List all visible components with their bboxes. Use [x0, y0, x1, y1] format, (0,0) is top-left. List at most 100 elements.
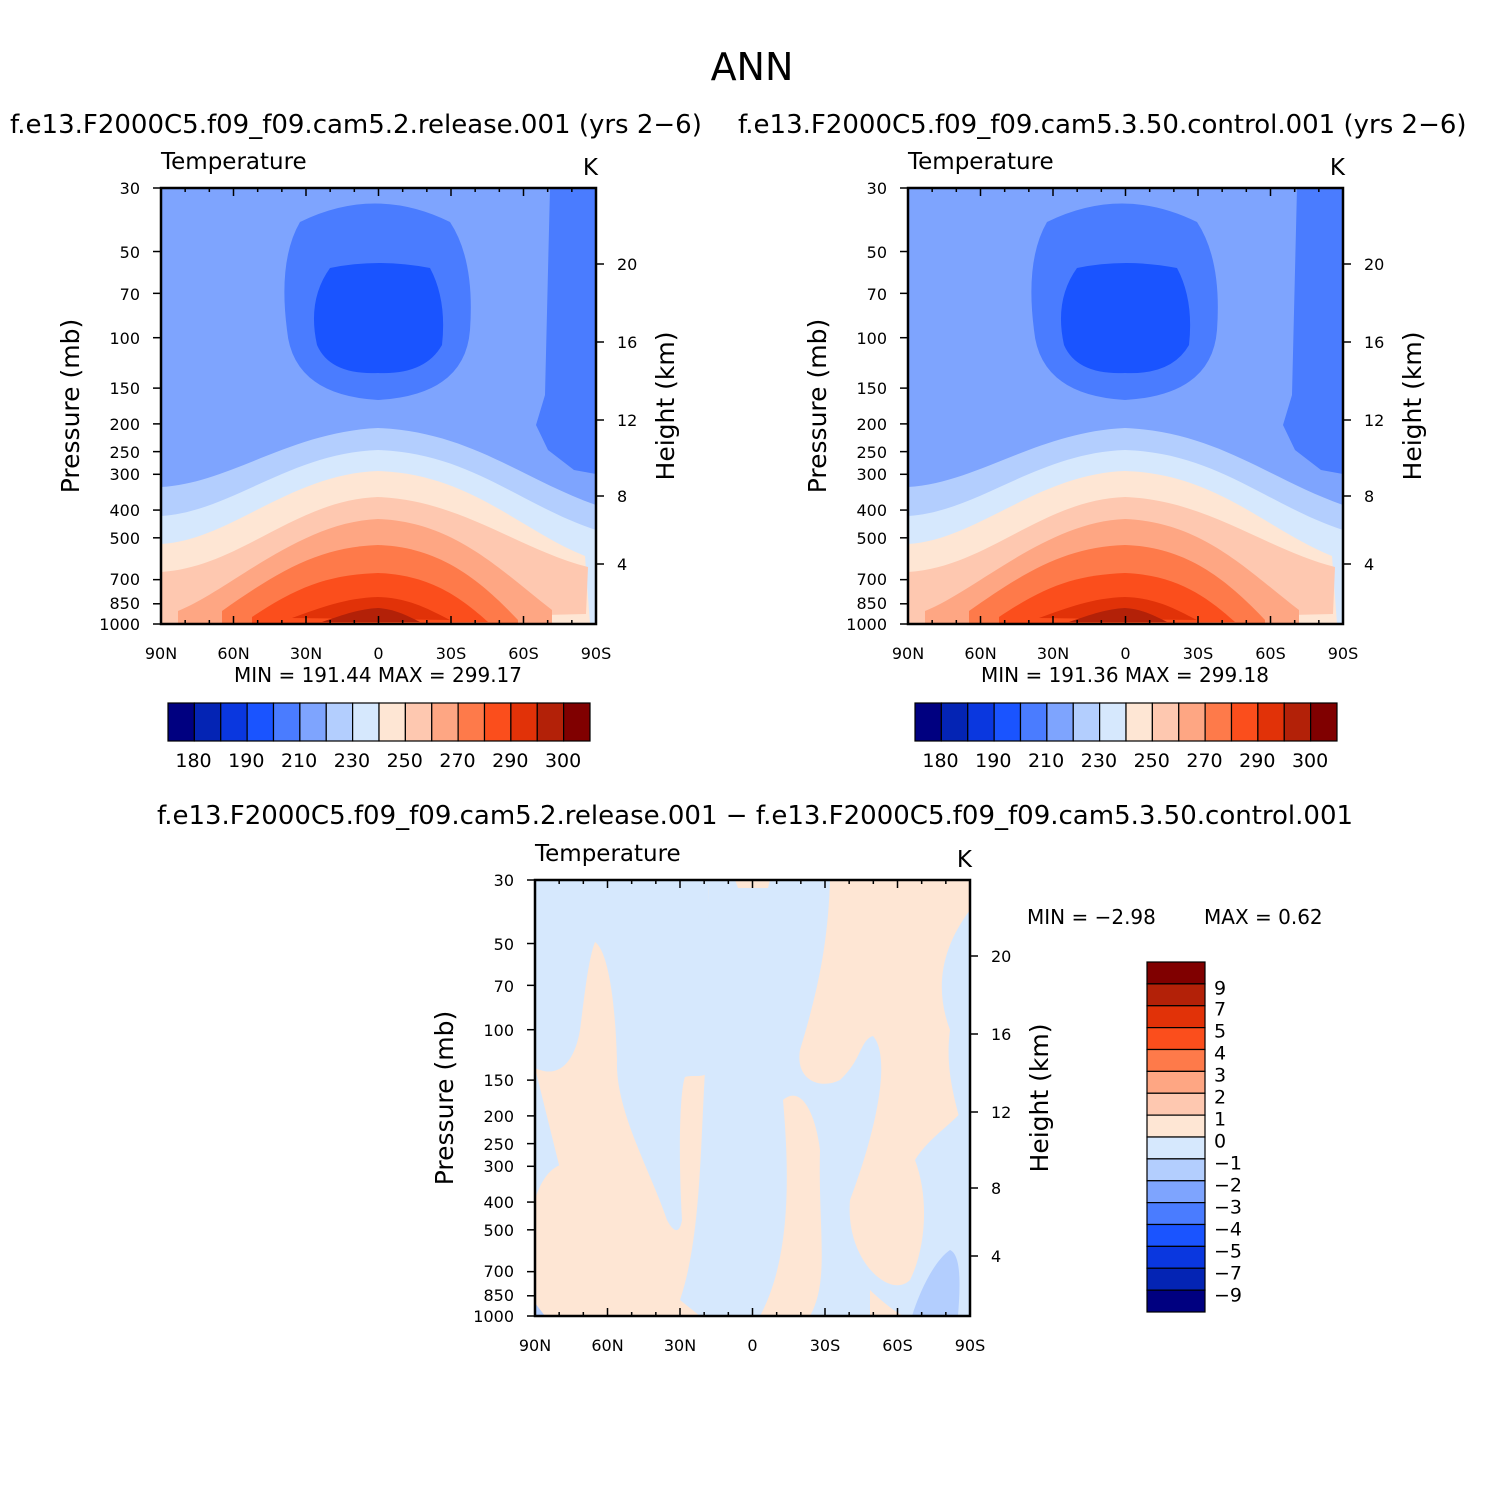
- y-tick-label: 200: [483, 1107, 514, 1126]
- panel-diff-units: K: [957, 847, 973, 873]
- colorbar-label: 210: [281, 750, 317, 772]
- colorbar-label: 250: [1134, 750, 1170, 772]
- y2-tick-label: 4: [617, 555, 627, 574]
- y-tick-label: 400: [856, 501, 887, 520]
- x-tick-label: 90N: [145, 644, 177, 663]
- colorbar-label: 180: [175, 750, 211, 772]
- y2-tick-label: 20: [1364, 255, 1384, 274]
- y-tick-label: 100: [109, 329, 140, 348]
- panel-control-stats: MIN = 191.36 MAX = 299.18: [981, 663, 1269, 687]
- colorbar-label: 250: [387, 750, 423, 772]
- y2-tick-label: 20: [617, 255, 637, 274]
- y-tick-label: 250: [109, 443, 140, 462]
- y-tick-label: 1000: [846, 615, 887, 634]
- panel-model: Temperature K 90N 60N 30N 0 30S 60S 90S: [56, 149, 680, 772]
- colorbar-label: 190: [228, 750, 264, 772]
- x-tick-label: 90S: [581, 644, 612, 663]
- colorbar-swatch: [1257, 702, 1285, 742]
- y2-axis-label: Height (km): [651, 332, 680, 481]
- y2-tick-label: 8: [991, 1179, 1001, 1198]
- y-tick-label: 300: [856, 465, 887, 484]
- colorbar-label: −1: [1214, 1153, 1242, 1175]
- colorbar-swatch: [1178, 702, 1206, 742]
- colorbar-label: 180: [922, 750, 958, 772]
- panel-diff-contours: [535, 880, 970, 1316]
- panel-diff-case-title: f.e13.F2000C5.f09_f09.cam5.2.release.001…: [157, 801, 1353, 831]
- y2-tick-label: 12: [1364, 411, 1384, 430]
- colorbar-label: 230: [334, 750, 370, 772]
- colorbar-swatch: [563, 702, 591, 742]
- colorbar-label: 1: [1214, 1109, 1226, 1131]
- panel-diff: Temperature K 90N 60N 30N 0 30S 60S 90S …: [430, 841, 1323, 1355]
- colorbar-swatch: [1151, 702, 1180, 742]
- colorbar-label: 9: [1214, 978, 1226, 1000]
- panel-model-x-axis: 90N 60N 30N 0 30S 60S 90S: [145, 644, 611, 663]
- colorbar-swatch: [1125, 702, 1153, 742]
- colorbar-label: 270: [1186, 750, 1222, 772]
- y-tick-label: 400: [109, 501, 140, 520]
- x-tick-label: 0: [373, 644, 383, 663]
- colorbar-label: 2: [1214, 1087, 1226, 1109]
- panel-model-case-title: f.e13.F2000C5.f09_f09.cam5.2.release.001…: [10, 110, 702, 140]
- x-tick-label: 30N: [290, 644, 322, 663]
- y2-tick-label: 4: [991, 1247, 1001, 1266]
- colorbar-swatch: [1310, 702, 1338, 742]
- colorbar-swatch: [220, 702, 248, 742]
- colorbar-swatch: [272, 702, 301, 742]
- y-tick-label: 700: [483, 1262, 514, 1281]
- y-tick-label: 150: [109, 379, 140, 398]
- colorbar-label: 7: [1214, 999, 1226, 1021]
- y-tick-label: 500: [109, 529, 140, 548]
- colorbar-swatch: [967, 702, 995, 742]
- colorbar-swatch: [1046, 702, 1074, 742]
- colorbar-label: 210: [1028, 750, 1064, 772]
- colorbar-label: 190: [975, 750, 1011, 772]
- panel-diff-y2-axis: 4 8 12 16 20 Height (km): [991, 947, 1054, 1266]
- y-tick-label: 100: [856, 329, 887, 348]
- colorbar-swatch: [1146, 1202, 1206, 1226]
- colorbar-label: −2: [1214, 1175, 1242, 1197]
- panel-model-stats: MIN = 191.44 MAX = 299.17: [234, 663, 522, 687]
- y-tick-label: 250: [483, 1135, 514, 1154]
- y-tick-label: 30: [867, 179, 887, 198]
- panel-model-contours: [161, 188, 596, 624]
- x-tick-label: 90S: [955, 1336, 986, 1355]
- colorbar-swatch: [167, 702, 195, 742]
- panel-model-colorbar: 180 190 210 230 250 270 290 300: [175, 750, 581, 772]
- y-tick-label: 200: [109, 415, 140, 434]
- y-tick-label: 1000: [99, 615, 140, 634]
- colorbar-swatch: [1146, 1180, 1206, 1204]
- x-tick-label: 30N: [1037, 644, 1069, 663]
- colorbar-swatch: [1146, 1223, 1206, 1247]
- y-tick-label: 700: [109, 570, 140, 589]
- y-tick-label: 50: [120, 243, 140, 262]
- colorbar-swatch: [325, 702, 354, 742]
- colorbar-swatch: [1146, 1048, 1206, 1072]
- panel-diff-y-axis: 30 50 70 100 150 200 250 300 400 500 700…: [430, 871, 514, 1326]
- colorbar-swatch: [1146, 1027, 1206, 1051]
- colorbar-swatch: [352, 702, 380, 742]
- colorbar-label: 0: [1214, 1131, 1226, 1153]
- y2-tick-label: 8: [1364, 487, 1374, 506]
- colorbar-swatch: [1146, 961, 1206, 985]
- colorbar-label: −5: [1214, 1241, 1242, 1263]
- panel-control-y-axis: 30 50 70 100 150 200 250 300 400 500 700…: [803, 179, 887, 634]
- colorbar-label: 5: [1214, 1021, 1226, 1043]
- colorbar-swatch: [1230, 702, 1259, 742]
- y-tick-label: 500: [856, 529, 887, 548]
- colorbar-swatch: [378, 702, 406, 742]
- x-tick-label: 0: [747, 1336, 757, 1355]
- panel-model-variable: Temperature: [160, 149, 307, 175]
- figure-title: ANN: [711, 45, 794, 89]
- panel-control-contours: [908, 188, 1343, 624]
- panel-model-y2-axis: 4 8 12 16 20 Height (km): [617, 255, 680, 574]
- x-tick-label: 60S: [508, 644, 539, 663]
- colorbar-swatch: [1146, 1005, 1206, 1029]
- x-tick-label: 60S: [1255, 644, 1286, 663]
- y-tick-label: 30: [120, 179, 140, 198]
- colorbar-swatch: [1146, 1092, 1206, 1116]
- x-tick-label: 30S: [436, 644, 467, 663]
- colorbar-swatch: [1146, 983, 1206, 1007]
- x-tick-label: 30N: [664, 1336, 696, 1355]
